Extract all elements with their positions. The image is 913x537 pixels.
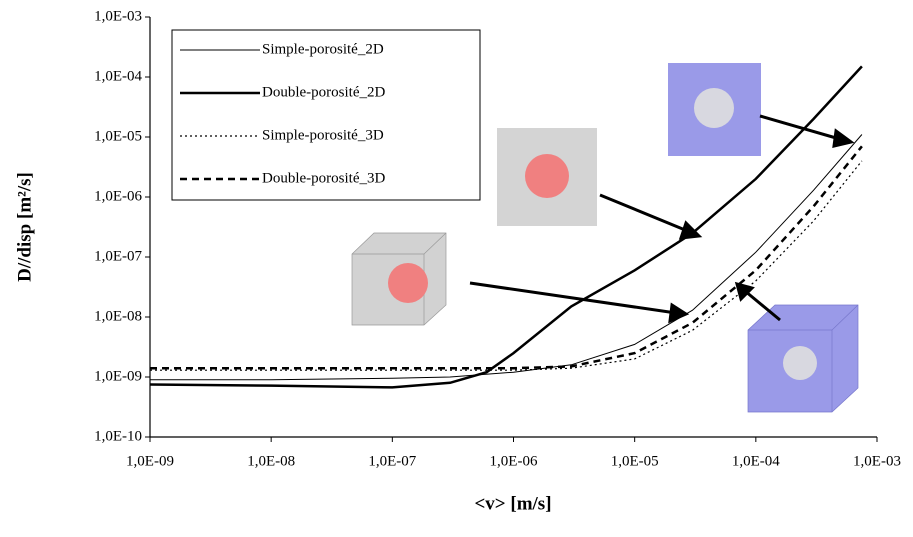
x-tick-label: 1,0E-03: [853, 453, 901, 469]
x-tick-label: 1,0E-08: [247, 453, 295, 469]
icon-cube-double: [351, 232, 447, 326]
x-tick-label: 1,0E-07: [368, 453, 416, 469]
series-line: [150, 134, 863, 381]
legend-label: Double-porosité_2D: [262, 84, 385, 100]
arrows: [469, 114, 855, 324]
legend-box: [171, 29, 481, 201]
icon-inclusion: [694, 88, 734, 128]
y-tick-label: 1,0E-10: [94, 428, 142, 444]
y-axis-label: D//disp [m²/s]: [14, 172, 35, 282]
x-tick-label: 1,0E-06: [490, 453, 538, 469]
icon-cube-simple: [747, 304, 859, 413]
plot-area: 1,0E-10 1,0E-09 1,0E-08 1,0E-07 1,0E-06 1,0E-…: [94, 8, 901, 469]
legend-label: Simple-porosité_2D: [262, 41, 384, 57]
x-tick-label: 1,0E-04: [732, 453, 780, 469]
legend-label: Simple-porosité_3D: [262, 127, 384, 143]
y-tick-label: 1,0E-06: [94, 188, 142, 204]
y-tick-label: 1,0E-04: [94, 68, 142, 84]
x-tick-label: 1,0E-05: [611, 453, 659, 469]
series-line: [150, 145, 863, 370]
x-axis-label: <v> [m/s]: [474, 493, 551, 514]
icon-inclusion: [525, 154, 569, 198]
legend-label: Double-porosité_3D: [262, 170, 385, 186]
x-tick-label: 1,0E-09: [126, 453, 174, 469]
series-line: [149, 65, 863, 389]
series-line: [150, 160, 863, 371]
y-tick-label: 1,0E-03: [94, 8, 142, 24]
y-tick-label: 1,0E-09: [94, 368, 142, 384]
y-tick-label: 1,0E-05: [94, 128, 142, 144]
illustrations: [351, 63, 859, 413]
y-tick-label: 1,0E-08: [94, 308, 142, 324]
y-tick-label: 1,0E-07: [94, 248, 142, 264]
